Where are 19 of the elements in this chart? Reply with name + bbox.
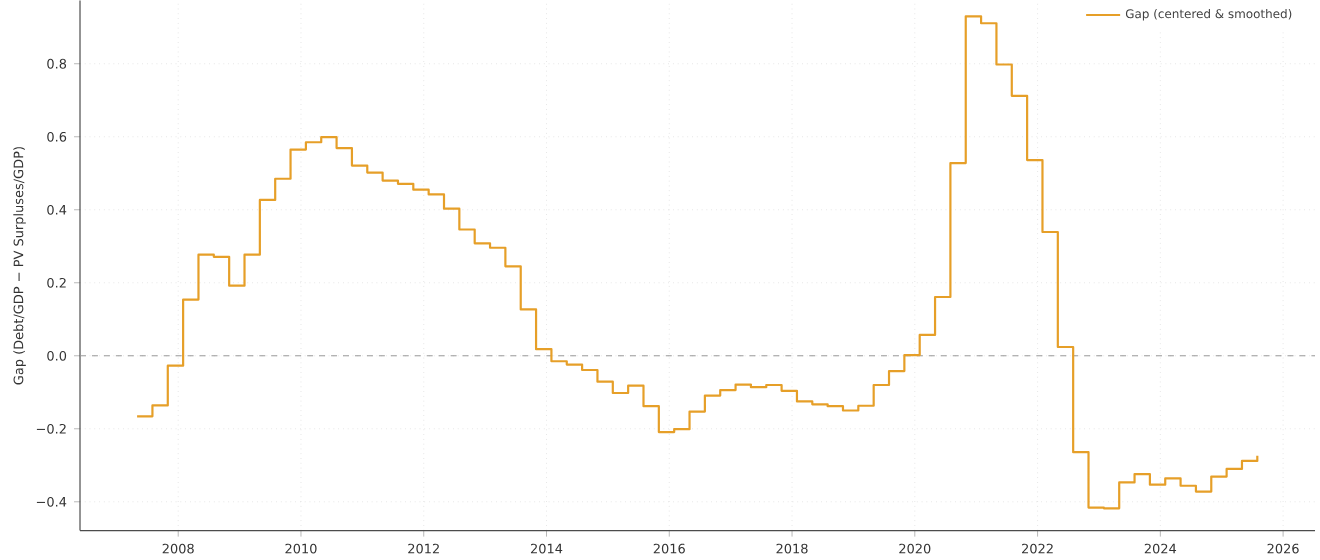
x-tick-label: 2022 — [1022, 543, 1053, 554]
y-tick-label: 0.4 — [47, 204, 67, 215]
x-tick-label: 2018 — [776, 543, 808, 554]
y-tick-label: 0.6 — [47, 131, 67, 142]
y-tick-label: 0.0 — [47, 350, 67, 361]
x-tick-label: 2008 — [162, 543, 194, 554]
x-tick-label: 2026 — [1267, 543, 1299, 554]
y-tick-label: 0.8 — [47, 58, 67, 69]
x-tick-label: 2010 — [285, 543, 317, 554]
x-tick-label: 2016 — [653, 543, 685, 554]
y-tick-label: 0.2 — [47, 277, 66, 288]
x-tick-label: 2024 — [1144, 543, 1177, 554]
y-tick-label: −0.2 — [36, 423, 66, 434]
x-tick-label: 2012 — [408, 543, 439, 554]
y-axis-title: Gap (Debt/GDP − PV Surpluses/GDP) — [13, 147, 26, 385]
legend-label: Gap (centered & smoothed) — [1125, 8, 1292, 21]
x-tick-label: 2020 — [899, 543, 931, 554]
x-tick-label: 2014 — [530, 543, 563, 554]
y-tick-label: −0.4 — [36, 496, 67, 507]
